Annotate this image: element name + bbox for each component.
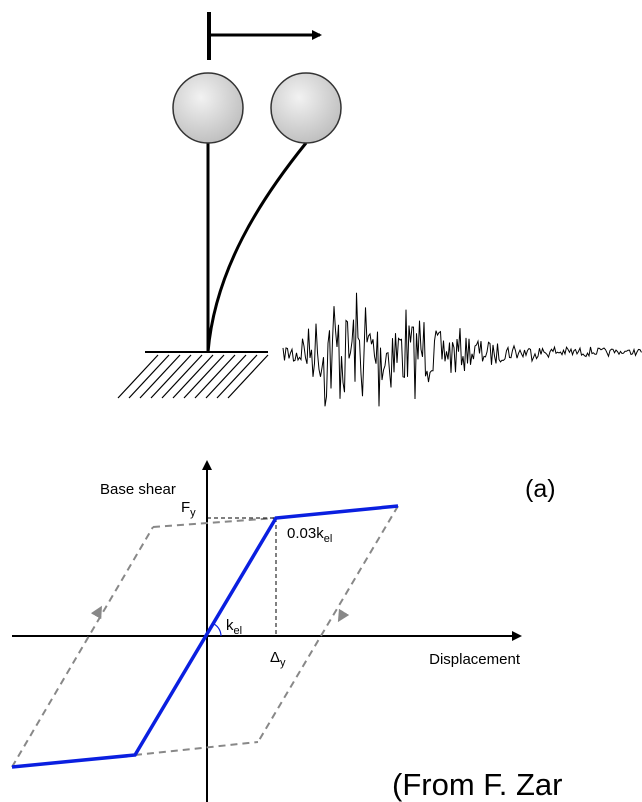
elastic-stiffness-label: kel (226, 617, 242, 637)
caption: (From F. Zar (392, 767, 563, 802)
ground-hatch (118, 355, 268, 398)
hatch-line (228, 355, 268, 398)
hatch-line (195, 355, 235, 398)
panel-label: (a) (525, 475, 556, 503)
path-arrow-up (80, 611, 99, 644)
y-axis-label: Base shear (100, 481, 176, 498)
rod-deflected (208, 143, 306, 352)
hatch-line (184, 355, 224, 398)
hatch-line (206, 355, 246, 398)
x-axis-label: Displacement (429, 651, 521, 668)
path-arrow-down (341, 589, 358, 617)
oscillator-sketch (118, 12, 642, 406)
hatch-line (217, 355, 257, 398)
hatch-line (140, 355, 180, 398)
hatch-line (151, 355, 191, 398)
figure: Base shear Displacement Fy 0.03kel kel Δ… (0, 0, 642, 802)
mass (173, 73, 243, 143)
mass-deflected (271, 73, 341, 143)
post-yield-stiffness-label: 0.03kel (287, 525, 332, 545)
stiffness-arc (214, 624, 221, 636)
yield-displacement-label: Δy (270, 649, 286, 669)
ground-motion-record (283, 293, 642, 407)
hatch-line (173, 355, 213, 398)
yield-force-label: Fy (181, 499, 196, 519)
hatch-line (129, 355, 169, 398)
hatch-line (162, 355, 202, 398)
hysteresis-diagram: Base shear Displacement Fy 0.03kel kel Δ… (12, 462, 521, 802)
hatch-line (118, 355, 158, 398)
